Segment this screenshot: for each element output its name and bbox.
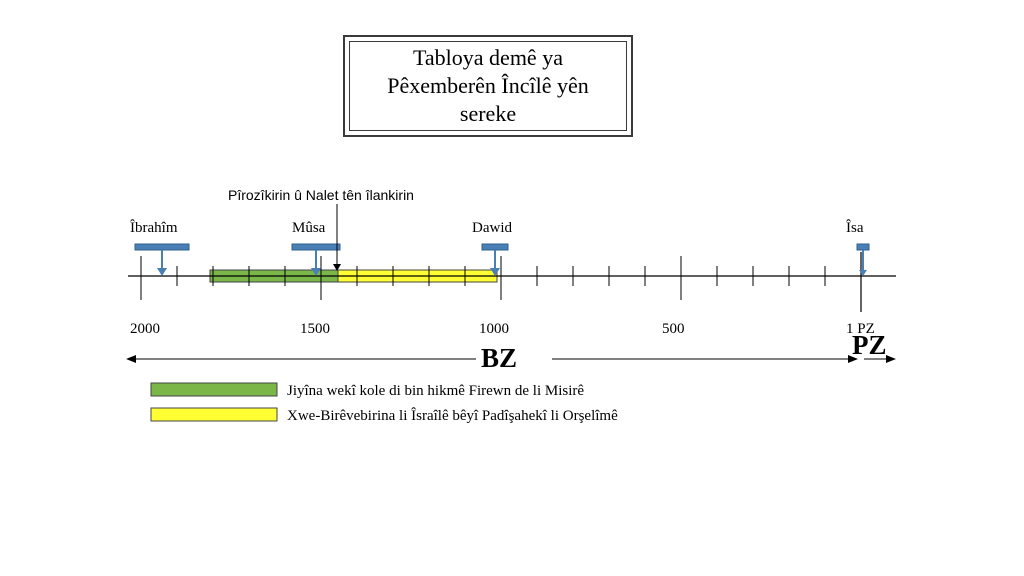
legend-swatch-egypt <box>150 382 278 397</box>
title-line-1: Tabloya demê ya <box>413 45 563 70</box>
marker-arrow-isa <box>859 270 867 276</box>
marker-arrow-dawid <box>490 268 500 276</box>
prophet-label-musa: Mûsa <box>292 220 326 236</box>
title-line-2: Pêxemberên Încîlê yên <box>387 73 589 98</box>
marker-arrow-ibrahim <box>157 268 167 276</box>
title-box: Tabloya demê ya Pêxemberên Încîlê yên se… <box>343 35 633 137</box>
prophet-labels: Îbrahîm Mûsa Dawid Îsa <box>130 219 864 236</box>
tick-label-1500: 1500 <box>300 321 330 337</box>
prophet-label-isa: Îsa <box>846 219 864 236</box>
major-ticks <box>140 252 862 312</box>
title-line-3: sereke <box>459 101 517 126</box>
tick-label-1000: 1000 <box>479 321 509 337</box>
bz-arrow-left-head-icon <box>126 355 136 363</box>
annotation-arrow-icon <box>333 264 341 271</box>
title-text: Tabloya demê ya Pêxemberên Încîlê yên se… <box>349 41 627 131</box>
prophet-markers <box>134 243 870 276</box>
marker-arrow-musa <box>311 268 321 276</box>
marker-bar-musa <box>291 243 341 251</box>
marker-bar-ibrahim <box>134 243 190 251</box>
marker-bar-isa <box>856 243 870 251</box>
legend-label-self-rule: Xwe-Birêvebirina li Îsraîlê bêyî Padîşah… <box>287 407 618 424</box>
minor-ticks <box>176 266 826 286</box>
era-label-pz: PZ <box>852 330 887 360</box>
prophet-label-dawid: Dawid <box>472 220 512 236</box>
legend-label-egypt: Jiyîna wekî kole di bin hikmê Firewn de … <box>287 383 584 399</box>
prophet-label-ibrahim: Îbrahîm <box>130 219 178 236</box>
legend-swatch-self-rule <box>150 407 278 422</box>
tick-label-1pz: 1 PZ <box>846 321 875 337</box>
bz-arrow-right-head-icon <box>848 355 858 363</box>
marker-bar-dawid <box>481 243 509 251</box>
tick-label-2000: 2000 <box>130 321 160 337</box>
legend: Jiyîna wekî kole di bin hikmê Firewn de … <box>150 382 618 424</box>
tick-label-500: 500 <box>662 321 685 337</box>
era-label-bz: BZ <box>481 343 517 373</box>
annotation-text: Pîrozîkirin û Nalet tên îlankirin <box>228 187 414 203</box>
era-arrows <box>126 355 896 363</box>
tick-labels: 2000 1500 1000 500 1 PZ <box>130 321 875 337</box>
pz-arrow-head-icon <box>886 355 896 363</box>
